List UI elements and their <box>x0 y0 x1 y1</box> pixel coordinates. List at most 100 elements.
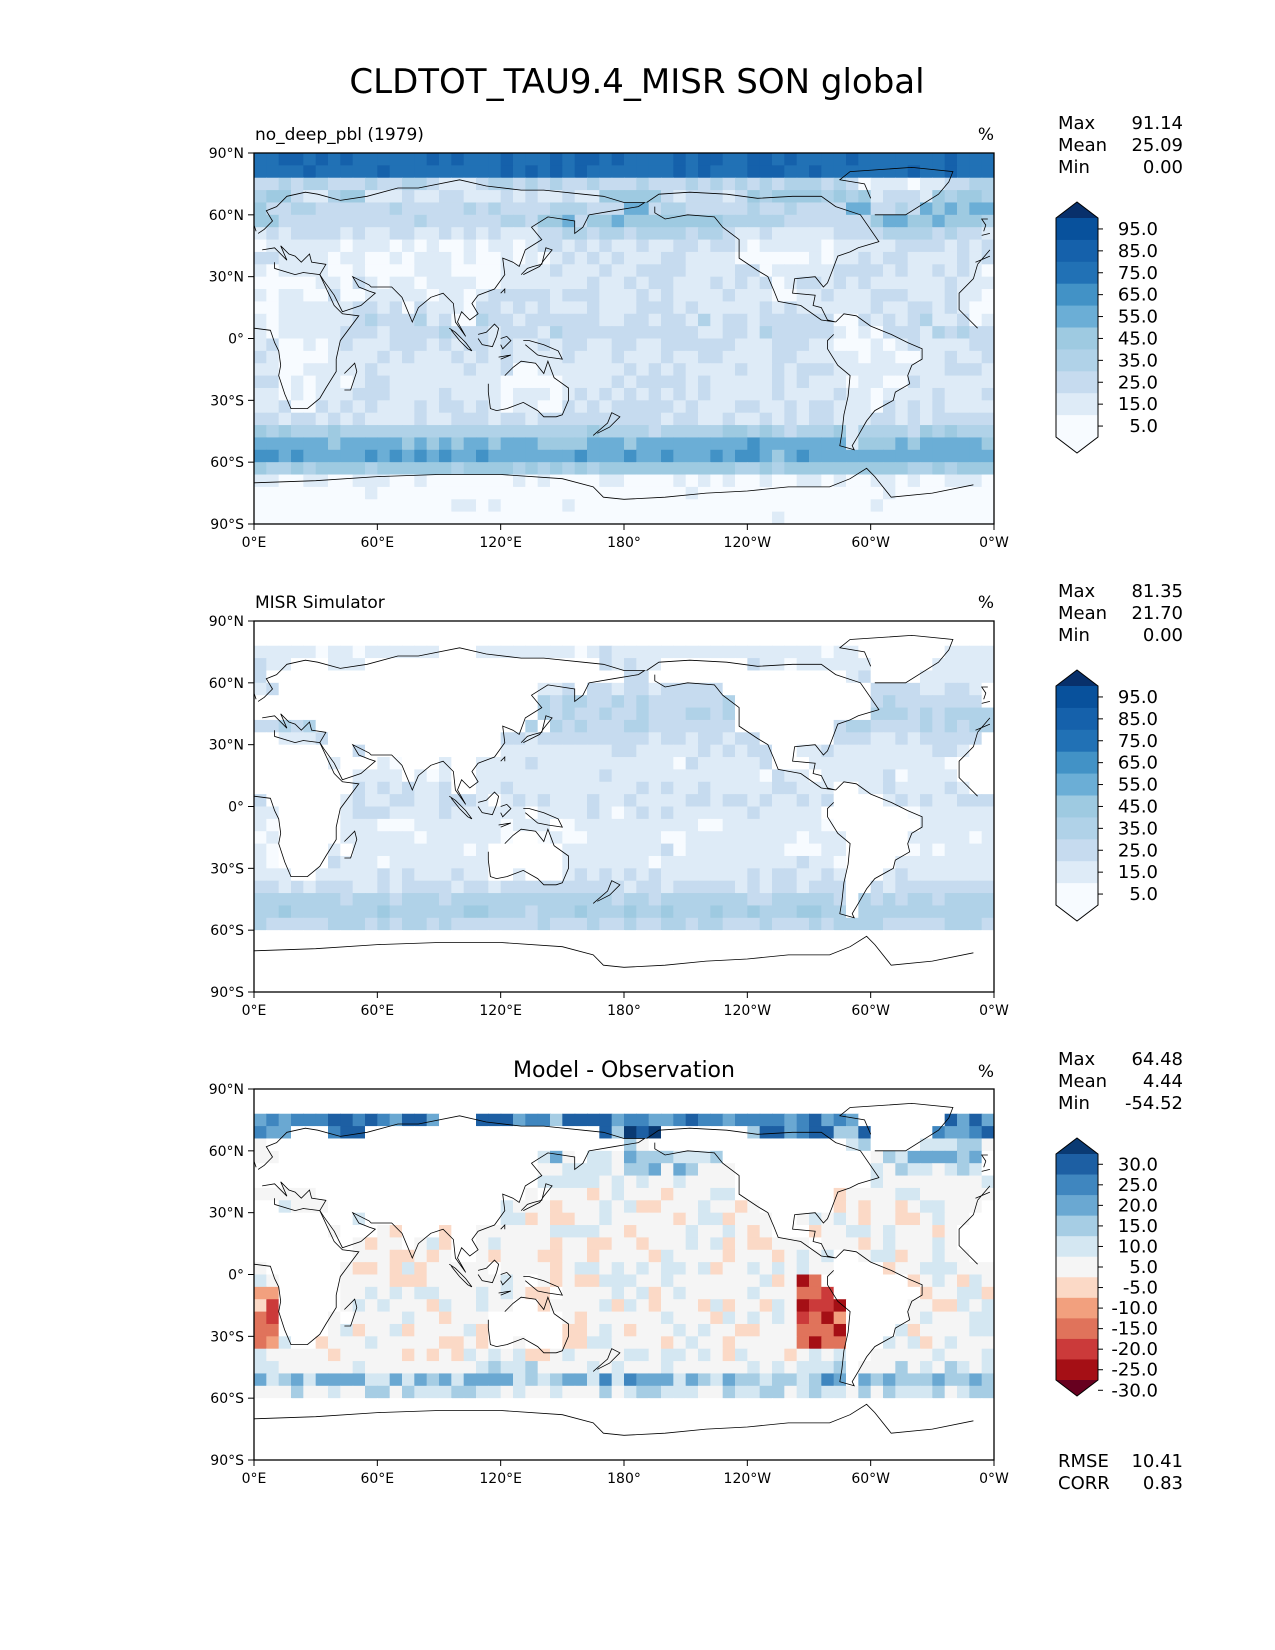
field-cell <box>488 412 502 426</box>
field-cell <box>772 880 785 894</box>
field-cell <box>266 511 280 524</box>
field-cell <box>513 1225 526 1238</box>
field-cell <box>328 682 341 696</box>
field-cell <box>920 719 933 733</box>
field-cell <box>710 511 724 524</box>
field-cell <box>537 1089 551 1102</box>
field-cell <box>969 412 983 426</box>
field-cell <box>821 190 835 204</box>
field-cell <box>821 153 835 166</box>
field-cell <box>648 1323 662 1337</box>
field-cell <box>685 1150 699 1164</box>
field-cell <box>624 744 637 758</box>
field-cell <box>661 633 674 647</box>
field-cell <box>488 645 502 659</box>
field-cell <box>266 289 280 302</box>
field-cell <box>685 1089 699 1102</box>
field-cell <box>981 831 994 845</box>
panel-title: no_deep_pbl (1979) <box>255 125 424 145</box>
field-cell <box>944 363 958 377</box>
field-cell <box>722 289 736 302</box>
field-cell <box>587 707 600 721</box>
field-cell <box>636 1311 650 1325</box>
field-cell <box>377 177 391 191</box>
field-cell <box>303 437 317 451</box>
field-cell <box>488 1175 502 1189</box>
field-cell <box>426 313 440 327</box>
field-cell <box>389 425 403 439</box>
field-cell <box>303 1150 317 1164</box>
field-cell <box>759 843 773 857</box>
field-cell <box>488 880 502 894</box>
field-cell <box>969 769 983 783</box>
field-cell <box>414 967 428 981</box>
field-cell <box>550 633 563 647</box>
field-cell <box>624 202 637 216</box>
field-cell <box>278 1262 292 1276</box>
field-cell <box>340 251 354 265</box>
field-cell <box>291 621 304 634</box>
colorbar-outline <box>1055 201 1099 454</box>
field-cell <box>562 1175 576 1189</box>
field-cell <box>315 942 329 956</box>
field-cell <box>611 400 625 414</box>
field-cell <box>710 954 724 968</box>
field-cell <box>981 1126 994 1140</box>
field-cell <box>957 350 970 364</box>
field-cell <box>414 818 428 832</box>
field-cell <box>809 645 822 659</box>
field-cell <box>981 202 994 216</box>
field-cell <box>451 486 465 500</box>
field-cell <box>377 905 391 919</box>
field-cell <box>414 1187 428 1201</box>
colorbar-segment <box>1056 261 1098 285</box>
field-cell <box>747 967 761 981</box>
field-cell <box>895 202 909 216</box>
field-cell <box>254 462 267 476</box>
field-cell <box>722 326 736 340</box>
field-cell <box>957 905 970 919</box>
field-cell <box>291 326 304 340</box>
field-cell <box>291 794 304 808</box>
field-cell <box>574 744 588 758</box>
field-cell <box>611 1237 625 1251</box>
field-cell <box>599 437 613 451</box>
field-cell <box>340 732 354 746</box>
field-cell <box>377 868 391 882</box>
field-cell <box>920 387 933 401</box>
field-cell <box>833 670 847 684</box>
field-cell <box>661 437 674 451</box>
field-cell <box>735 1237 748 1251</box>
field-cell <box>796 1249 810 1263</box>
field-cell <box>796 954 810 968</box>
field-cell <box>920 880 933 894</box>
field-cell <box>550 190 563 204</box>
field-cell <box>895 412 909 426</box>
field-cell <box>698 375 711 389</box>
field-cell <box>685 954 699 968</box>
field-cell <box>969 1323 983 1337</box>
field-cell <box>710 843 724 857</box>
field-cell <box>254 719 267 733</box>
field-cell <box>537 707 551 721</box>
field-cell <box>414 670 428 684</box>
field-cell <box>254 202 267 216</box>
field-cell <box>661 670 674 684</box>
field-cell <box>463 449 477 463</box>
field-cell <box>291 437 304 451</box>
field-cell <box>698 831 711 845</box>
field-cell <box>414 499 428 513</box>
field-cell <box>315 202 329 216</box>
field-cell <box>981 1187 994 1201</box>
field-cell <box>389 1175 403 1189</box>
field-cell <box>870 1138 884 1152</box>
field-cell <box>784 695 798 709</box>
field-cell <box>969 177 983 191</box>
field-cell <box>500 1126 514 1140</box>
field-cell <box>278 301 292 315</box>
field-cell <box>784 719 798 733</box>
field-cell <box>439 707 452 721</box>
field-cell <box>315 818 329 832</box>
field-cell <box>513 658 526 672</box>
field-cell <box>796 967 810 981</box>
